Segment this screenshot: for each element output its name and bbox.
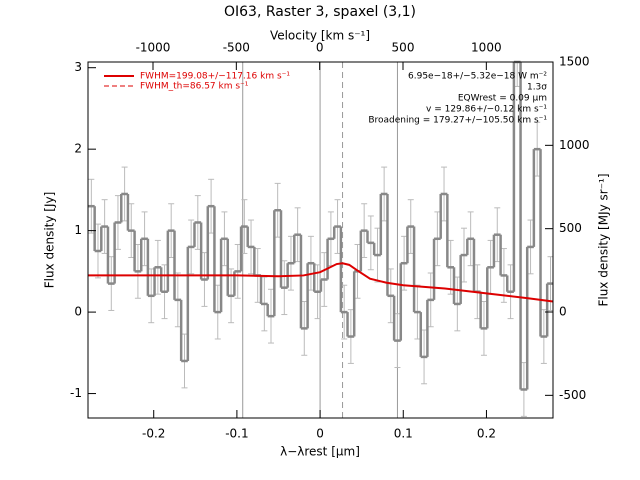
y2-tick-label: -500 (559, 388, 586, 402)
y2-tick-label: 0 (559, 305, 567, 319)
x-tick-label: -0.1 (225, 427, 248, 441)
legend-label: FWHM=199.08+/−117.16 km s⁻¹ (140, 72, 290, 82)
x2-axis-label: Velocity [km s⁻¹] (270, 29, 370, 43)
x-tick-label: 0.2 (477, 427, 496, 441)
y-axis-label: Flux density [Jy] (43, 192, 57, 289)
x-tick-label: -0.2 (142, 427, 165, 441)
y2-tick-label: 500 (559, 221, 582, 235)
legend-label: FWHM_th=86.57 km s⁻¹ (140, 82, 249, 92)
y-tick-label: 3 (74, 60, 82, 74)
x2-tick-label: 0 (316, 41, 324, 55)
x2-tick-label: 500 (392, 41, 415, 55)
y2-axis-label: Flux density [MJy sr⁻¹] (597, 173, 611, 306)
x-axis-label: λ−λrest [μm] (280, 445, 360, 459)
y-tick-label: 2 (74, 142, 82, 156)
annotation: Broadening = 179.27+/−105.50 km s⁻¹ (368, 116, 547, 126)
annotation: EQWrest = 0.09 μm (458, 94, 547, 104)
chart-title: OI63, Raster 3, spaxel (3,1) (224, 4, 416, 20)
annotation: v = 129.86+/−0.12 km s⁻¹ (426, 105, 547, 115)
x2-tick-label: 1000 (471, 41, 502, 55)
y-tick-label: 1 (74, 223, 82, 237)
x2-tick-label: -500 (223, 41, 250, 55)
x2-tick-label: -1000 (136, 41, 171, 55)
x-tick-label: 0 (316, 427, 324, 441)
y-tick-label: 0 (74, 305, 82, 319)
annotation: 1.3σ (527, 83, 547, 93)
annotation: 6.95e−18+/−5.32e−18 W m⁻² (408, 72, 547, 82)
x-tick-label: 0.1 (394, 427, 413, 441)
y2-tick-label: 1000 (559, 138, 590, 152)
y2-tick-label: 1500 (559, 55, 590, 69)
y-tick-label: -1 (70, 386, 82, 400)
fit-line (88, 262, 554, 303)
